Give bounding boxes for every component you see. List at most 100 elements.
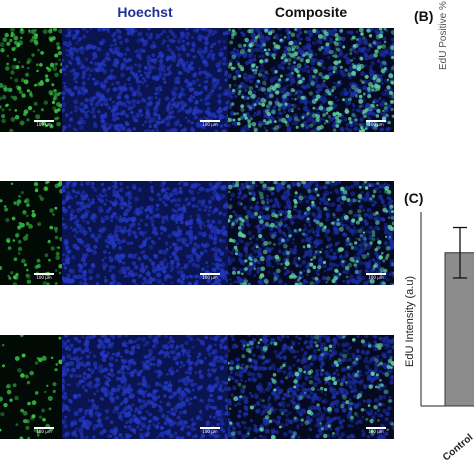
nucleus bbox=[324, 249, 330, 255]
nucleus bbox=[373, 28, 379, 34]
nucleus bbox=[153, 61, 156, 65]
nucleus bbox=[370, 275, 374, 278]
nucleus bbox=[94, 102, 100, 107]
scale-bar: 100 µm bbox=[34, 120, 54, 127]
nucleus bbox=[160, 232, 164, 235]
nucleus bbox=[118, 246, 123, 250]
edu-positive-cell bbox=[263, 278, 269, 284]
nucleus bbox=[212, 416, 216, 419]
nucleus bbox=[130, 110, 134, 115]
nucleus bbox=[77, 89, 81, 93]
nucleus bbox=[366, 47, 371, 52]
edu-positive-cell bbox=[36, 258, 41, 263]
edu-positive-cell bbox=[263, 48, 267, 52]
nucleus bbox=[100, 424, 104, 428]
nucleus bbox=[381, 99, 386, 104]
nucleus bbox=[128, 76, 132, 80]
nucleus bbox=[287, 108, 292, 113]
edu-positive-cell bbox=[25, 233, 29, 237]
edu-positive-cell bbox=[378, 28, 383, 31]
nucleus bbox=[241, 363, 245, 367]
nucleus bbox=[363, 79, 369, 85]
nucleus bbox=[159, 59, 163, 63]
nucleus bbox=[124, 104, 128, 108]
nucleus bbox=[112, 190, 117, 195]
nucleus bbox=[377, 216, 383, 222]
nucleus bbox=[178, 388, 181, 391]
edu-positive-cell bbox=[3, 402, 8, 408]
nucleus bbox=[236, 195, 241, 199]
nucleus bbox=[307, 37, 311, 41]
nucleus bbox=[92, 219, 96, 223]
nucleus bbox=[200, 28, 206, 31]
edu-positive-cell bbox=[317, 265, 322, 270]
nucleus bbox=[238, 268, 242, 272]
edu-positive-cell bbox=[358, 217, 363, 222]
nucleus bbox=[100, 119, 105, 124]
edu-positive-cell bbox=[359, 234, 364, 238]
nucleus bbox=[219, 48, 224, 52]
nucleus bbox=[182, 353, 185, 356]
nucleus bbox=[202, 187, 206, 191]
nucleus bbox=[283, 223, 288, 228]
nucleus bbox=[68, 398, 71, 402]
nucleus bbox=[169, 56, 174, 61]
nucleus bbox=[137, 91, 143, 97]
nucleus bbox=[148, 119, 153, 124]
nucleus bbox=[182, 92, 186, 97]
edu-positive-cell bbox=[53, 89, 57, 93]
nucleus bbox=[137, 227, 141, 231]
edu-positive-cell bbox=[237, 117, 241, 121]
nucleus bbox=[253, 111, 257, 115]
edu-positive-cell bbox=[370, 84, 375, 88]
edu-positive-cell bbox=[375, 34, 381, 40]
nucleus bbox=[146, 28, 151, 31]
nucleus bbox=[111, 112, 117, 118]
nucleus bbox=[240, 127, 246, 132]
nucleus bbox=[108, 256, 114, 262]
edu-positive-cell bbox=[54, 282, 58, 285]
nucleus bbox=[114, 406, 119, 411]
nucleus bbox=[249, 79, 253, 84]
edu-positive-cell bbox=[375, 220, 380, 225]
edu-positive-cell bbox=[54, 117, 58, 121]
nucleus bbox=[179, 397, 183, 402]
edu-positive-cell bbox=[389, 227, 394, 232]
edu-positive-cell bbox=[27, 401, 31, 406]
edu-positive-cell bbox=[247, 90, 253, 95]
edu-positive-cell bbox=[279, 38, 283, 42]
nucleus bbox=[331, 184, 334, 188]
nucleus bbox=[81, 75, 86, 80]
nucleus bbox=[249, 206, 253, 210]
nucleus bbox=[117, 100, 123, 106]
nucleus bbox=[187, 379, 192, 383]
nucleus bbox=[82, 205, 87, 209]
nucleus bbox=[262, 110, 266, 114]
edu-positive-cell bbox=[352, 64, 357, 69]
nucleus bbox=[83, 277, 88, 282]
nucleus bbox=[362, 46, 367, 51]
edu-positive-cell bbox=[262, 249, 268, 255]
nucleus bbox=[226, 114, 228, 117]
nucleus bbox=[371, 203, 375, 207]
nucleus bbox=[82, 262, 88, 267]
nucleus bbox=[176, 38, 182, 44]
nucleus bbox=[293, 93, 296, 96]
edu-positive-cell bbox=[49, 28, 53, 31]
edu-positive-cell bbox=[27, 57, 32, 63]
nucleus bbox=[222, 186, 227, 191]
nucleus bbox=[115, 237, 119, 241]
nucleus bbox=[176, 119, 181, 124]
nucleus bbox=[165, 217, 168, 220]
edu-positive-cell bbox=[390, 216, 394, 220]
edu-positive-cell bbox=[318, 47, 322, 52]
edu-positive-cell bbox=[314, 250, 318, 254]
nucleus bbox=[118, 433, 123, 437]
nucleus bbox=[357, 47, 363, 53]
nucleus bbox=[352, 108, 356, 112]
edu-positive-cell bbox=[272, 243, 276, 246]
nucleus bbox=[63, 41, 68, 46]
edu-positive-cell bbox=[378, 255, 383, 260]
edu-positive-cell bbox=[391, 262, 394, 267]
edu-positive-cell bbox=[255, 245, 259, 249]
